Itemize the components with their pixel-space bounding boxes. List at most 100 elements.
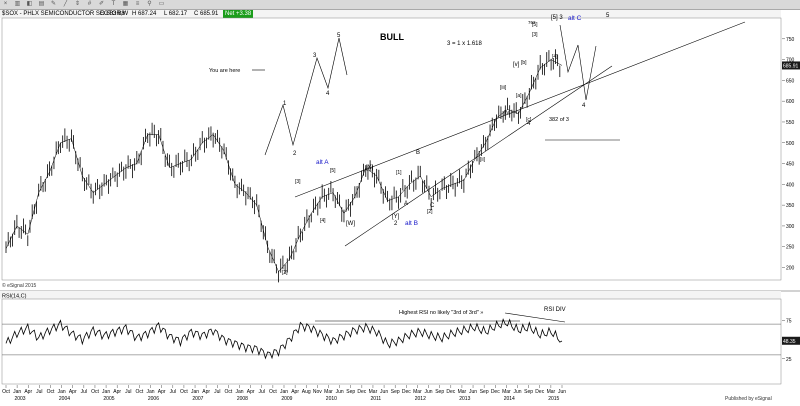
wave-label-wave-i3: [3]	[295, 179, 301, 185]
price-tick-label: 500	[786, 141, 795, 147]
month-label: Jan	[280, 389, 288, 395]
month-label: Jun	[425, 389, 433, 395]
wave-label-wave-b: B	[416, 150, 420, 156]
wave-label-wave-i2: [2]	[427, 209, 433, 215]
month-label: Jul	[259, 389, 265, 395]
retrace-label: 382 of 3	[549, 117, 569, 123]
alt-a-label: alt A	[316, 159, 329, 166]
rsi-panel-frame	[1, 298, 782, 385]
year-label: 2008	[237, 396, 248, 402]
month-label: Jun	[469, 389, 477, 395]
hypothetical-wave-path	[264, 37, 348, 156]
tool-icon[interactable]: ✎	[50, 1, 57, 7]
bull-label: BULL	[380, 32, 404, 42]
year-label: 2006	[148, 396, 159, 402]
price-tick-label: 350	[786, 203, 795, 209]
wave-label-wave-1: 1	[283, 101, 287, 107]
line-icon[interactable]: ╱	[63, 1, 68, 7]
wave-label-wave-ia: [a]	[516, 93, 522, 99]
month-label: Sep	[346, 389, 355, 395]
month-label: Jun	[513, 389, 521, 395]
wave-label-wave-i4: [4]	[552, 54, 558, 60]
month-label: Sep	[435, 389, 444, 395]
price-line	[5, 59, 563, 273]
you-are-here-label: You are here	[209, 68, 240, 74]
year-label: 2005	[103, 396, 114, 402]
link-icon[interactable]: ⚲	[147, 1, 152, 7]
wave-label-wave-4: 4	[527, 121, 531, 127]
month-label: Jan	[58, 389, 66, 395]
wave-label-wave-c: C	[430, 203, 435, 209]
price-tick-label: 750	[786, 37, 795, 43]
month-label: Jan	[147, 389, 155, 395]
chart-icon[interactable]: ▥	[14, 1, 21, 7]
rsi-divergence-line	[504, 312, 566, 323]
rsi-div-label: RSI DIV	[544, 307, 566, 313]
rsi-tick-label: 75	[786, 318, 792, 324]
price-tick-label: 200	[786, 266, 795, 272]
rsi-header-title: RSI(14,C)	[2, 294, 27, 300]
price-tick-label: 600	[786, 99, 795, 105]
wave-label-wave-5: 5	[337, 33, 341, 39]
month-label: Mar	[547, 389, 556, 395]
wave-label-wave-2: 2	[394, 221, 398, 227]
month-label: Jan	[235, 389, 243, 395]
month-label: Sep	[524, 389, 533, 395]
price-panel-frame	[1, 17, 782, 281]
month-label: Mar	[458, 389, 467, 395]
month-label: Sep	[391, 389, 400, 395]
wave-label-wave-ii: [ii]	[480, 157, 486, 163]
wave-label-wave-2: 2	[293, 151, 297, 157]
month-label: Aug	[302, 389, 311, 395]
month-label: Oct	[136, 389, 144, 395]
month-label: Apr	[158, 389, 166, 395]
scale-icon[interactable]: ⇕	[74, 1, 81, 7]
month-label: Jul	[214, 389, 220, 395]
fill-icon[interactable]: ◧	[26, 1, 33, 7]
month-label: Apr	[247, 389, 255, 395]
wave-label-wave-i5: [5]	[532, 22, 538, 28]
wave-label-wave-5: 5	[606, 13, 610, 19]
bar-icon[interactable]: ▤	[38, 1, 45, 7]
copyright-label: © eSignal 2015	[2, 283, 37, 289]
price-close: C 685.91	[194, 11, 219, 17]
wave-label-wave-w: [W]	[346, 221, 355, 227]
month-label: Mar	[413, 389, 422, 395]
table-icon[interactable]: ▦	[122, 1, 129, 7]
wave-label-wave-i2: [2]	[282, 270, 288, 276]
month-label: Dec	[357, 389, 366, 395]
month-label: Oct	[91, 389, 99, 395]
wave-label-wave-4: 4	[326, 91, 330, 97]
month-label: Jul	[125, 389, 131, 395]
text-icon[interactable]: T	[111, 1, 116, 7]
year-label: 2015	[548, 396, 559, 402]
year-label: 2011	[370, 396, 381, 402]
price-tick-label: 450	[786, 162, 795, 168]
month-label: Apr	[113, 389, 121, 395]
month-label: Dec	[402, 389, 411, 395]
year-label: 2010	[326, 396, 337, 402]
month-label: Sep	[480, 389, 489, 395]
rsi-last-tag	[782, 336, 800, 345]
window-icon[interactable]: ▭	[158, 1, 165, 7]
wave-label-wave-x: [X]	[366, 165, 374, 171]
wave-label-wave-i5: [5]	[330, 168, 336, 174]
month-label: Mar	[369, 389, 378, 395]
upper-channel-line	[294, 21, 746, 198]
rsi-tick-label: 25	[786, 357, 792, 363]
wave-label-wave-ic: [c]	[526, 117, 532, 123]
format-icon[interactable]: ≡	[135, 1, 140, 7]
price-tick-label: 300	[786, 224, 795, 230]
pencil-icon[interactable]: ✐	[98, 1, 105, 7]
close-icon[interactable]: ×	[3, 1, 8, 7]
month-label: Oct	[225, 389, 233, 395]
year-label: 2003	[14, 396, 25, 402]
price-tick-label: 400	[786, 182, 795, 188]
wave-label-wave-v: [v]	[513, 62, 520, 68]
month-label: Dec	[446, 389, 455, 395]
grid-icon[interactable]: #	[87, 1, 92, 7]
month-label: Oct	[2, 389, 10, 395]
wave-label-wave-iii: [iii]	[500, 85, 507, 91]
wave-label-wave-i1: [1]	[396, 170, 402, 176]
